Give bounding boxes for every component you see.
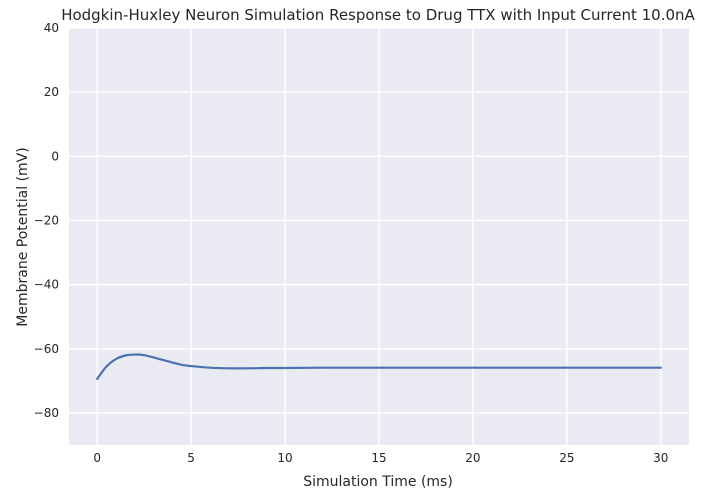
y-tick-label: 20	[44, 85, 59, 99]
x-tick-label: 20	[465, 451, 480, 465]
x-tick-label: 0	[93, 451, 101, 465]
y-tick-label: −60	[34, 342, 59, 356]
chart-title: Hodgkin-Huxley Neuron Simulation Respons…	[61, 6, 695, 24]
y-tick-label: −80	[34, 406, 59, 420]
y-tick-label: 0	[51, 149, 59, 163]
y-axis-ticks: 40 20 0 −20 −40 −60 −80	[34, 21, 59, 420]
x-tick-label: 15	[371, 451, 386, 465]
y-tick-label: −20	[34, 213, 59, 227]
y-tick-label: 40	[44, 21, 59, 35]
y-axis-label: Membrane Potential (mV)	[15, 147, 31, 326]
x-tick-label: 25	[559, 451, 574, 465]
x-tick-label: 10	[277, 451, 292, 465]
x-tick-label: 30	[653, 451, 668, 465]
x-tick-label: 5	[187, 451, 195, 465]
x-axis-ticks: 0 5 10 15 20 25 30	[93, 451, 668, 465]
series-group	[96, 353, 662, 381]
x-axis-label: Simulation Time (ms)	[303, 474, 453, 490]
grid-lines	[69, 27, 689, 445]
series-line	[96, 353, 662, 381]
y-tick-label: −40	[34, 278, 59, 292]
